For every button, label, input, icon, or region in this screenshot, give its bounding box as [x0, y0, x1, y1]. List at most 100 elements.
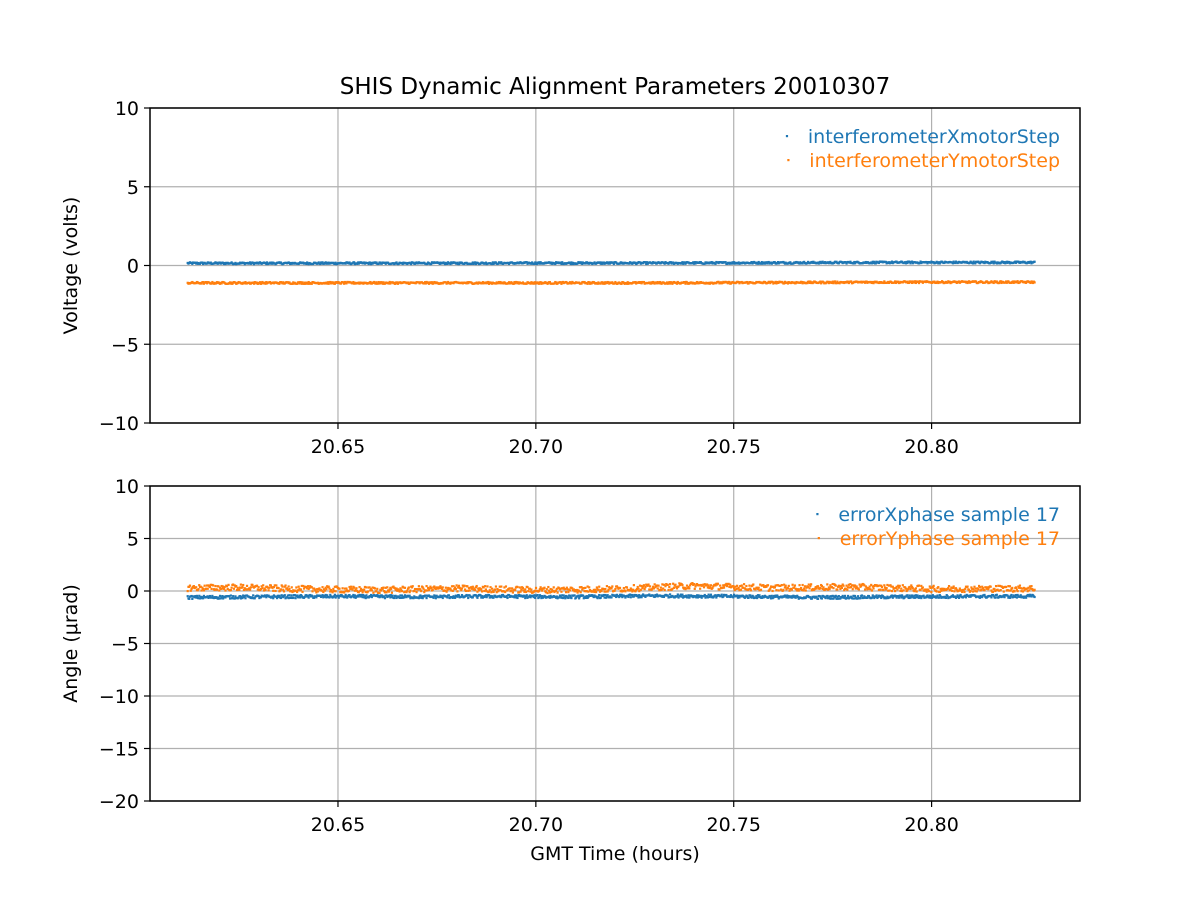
data-point [477, 587, 480, 590]
data-point [597, 588, 600, 591]
x-tick-label: 20.70 [509, 814, 563, 836]
data-point [729, 595, 732, 599]
data-point [783, 282, 786, 285]
data-point [611, 585, 614, 588]
data-point [662, 583, 666, 586]
data-point [803, 585, 807, 588]
data-point [889, 584, 892, 587]
data-point [679, 595, 682, 598]
data-point [560, 590, 563, 593]
data-point [191, 262, 194, 265]
data-point [239, 597, 242, 600]
data-point [276, 594, 279, 597]
data-point [702, 586, 706, 589]
data-point [188, 584, 192, 587]
legend-entry-label: interferometerYmotorStep [809, 150, 1060, 172]
data-point [968, 594, 971, 597]
data-point [663, 262, 666, 265]
data-point [490, 591, 493, 594]
data-point [702, 595, 706, 598]
data-point [538, 588, 541, 591]
data-point [339, 282, 343, 285]
data-point [344, 262, 347, 265]
data-point [581, 262, 584, 265]
data-point [847, 583, 850, 586]
data-point [487, 593, 491, 597]
data-point [770, 594, 773, 597]
data-point [477, 589, 481, 592]
data-point [332, 587, 335, 591]
data-point [329, 590, 332, 593]
data-point [325, 588, 328, 591]
data-point [769, 595, 772, 598]
data-point [691, 594, 694, 597]
data-point [359, 589, 362, 592]
data-point [211, 280, 214, 284]
data-point [236, 586, 239, 589]
data-point [840, 596, 844, 599]
data-point [387, 590, 390, 593]
data-point [239, 583, 242, 586]
data-point [327, 585, 330, 588]
data-point [810, 583, 813, 586]
data-point [769, 281, 772, 285]
data-point [619, 594, 622, 598]
data-point [407, 586, 410, 589]
data-point [288, 587, 291, 591]
data-point [914, 280, 917, 283]
data-point [829, 584, 832, 587]
data-point [598, 261, 602, 264]
data-point [629, 596, 632, 599]
data-point [202, 281, 205, 284]
data-point [201, 586, 204, 589]
data-point [233, 584, 236, 587]
data-point [623, 595, 626, 598]
data-point [208, 585, 212, 589]
data-point [226, 587, 229, 591]
data-point [383, 595, 386, 598]
data-point [799, 587, 803, 590]
data-point [894, 587, 897, 590]
data-point [640, 282, 643, 285]
data-point [576, 262, 579, 265]
data-point [323, 589, 326, 592]
data-point [484, 261, 488, 264]
data-point [834, 594, 837, 597]
data-point [655, 584, 659, 587]
data-point [333, 262, 336, 266]
data-point [739, 588, 743, 591]
data-point [917, 281, 921, 285]
data-point [742, 583, 746, 586]
data-point [551, 588, 554, 591]
data-point [885, 596, 888, 600]
data-point [831, 280, 834, 283]
data-point [808, 281, 811, 285]
data-point [445, 590, 448, 593]
data-point [345, 587, 348, 590]
data-point [936, 280, 939, 283]
data-point [1033, 595, 1036, 599]
data-point [937, 261, 941, 264]
data-point [798, 584, 801, 587]
data-point [872, 282, 875, 285]
data-point [311, 590, 314, 593]
data-point [290, 594, 293, 597]
data-point [938, 590, 941, 594]
data-point [210, 587, 213, 591]
data-point [893, 281, 896, 284]
data-point [270, 261, 273, 264]
data-point [958, 587, 961, 590]
data-point [900, 589, 904, 593]
data-point [750, 260, 753, 264]
data-point [760, 260, 763, 264]
data-point [749, 594, 752, 597]
data-point [954, 587, 958, 590]
data-point [533, 262, 536, 265]
data-point [554, 596, 558, 599]
data-point [1025, 587, 1028, 590]
data-point [685, 594, 688, 597]
data-point [1021, 590, 1025, 593]
data-point [955, 588, 958, 591]
data-point [632, 595, 635, 598]
